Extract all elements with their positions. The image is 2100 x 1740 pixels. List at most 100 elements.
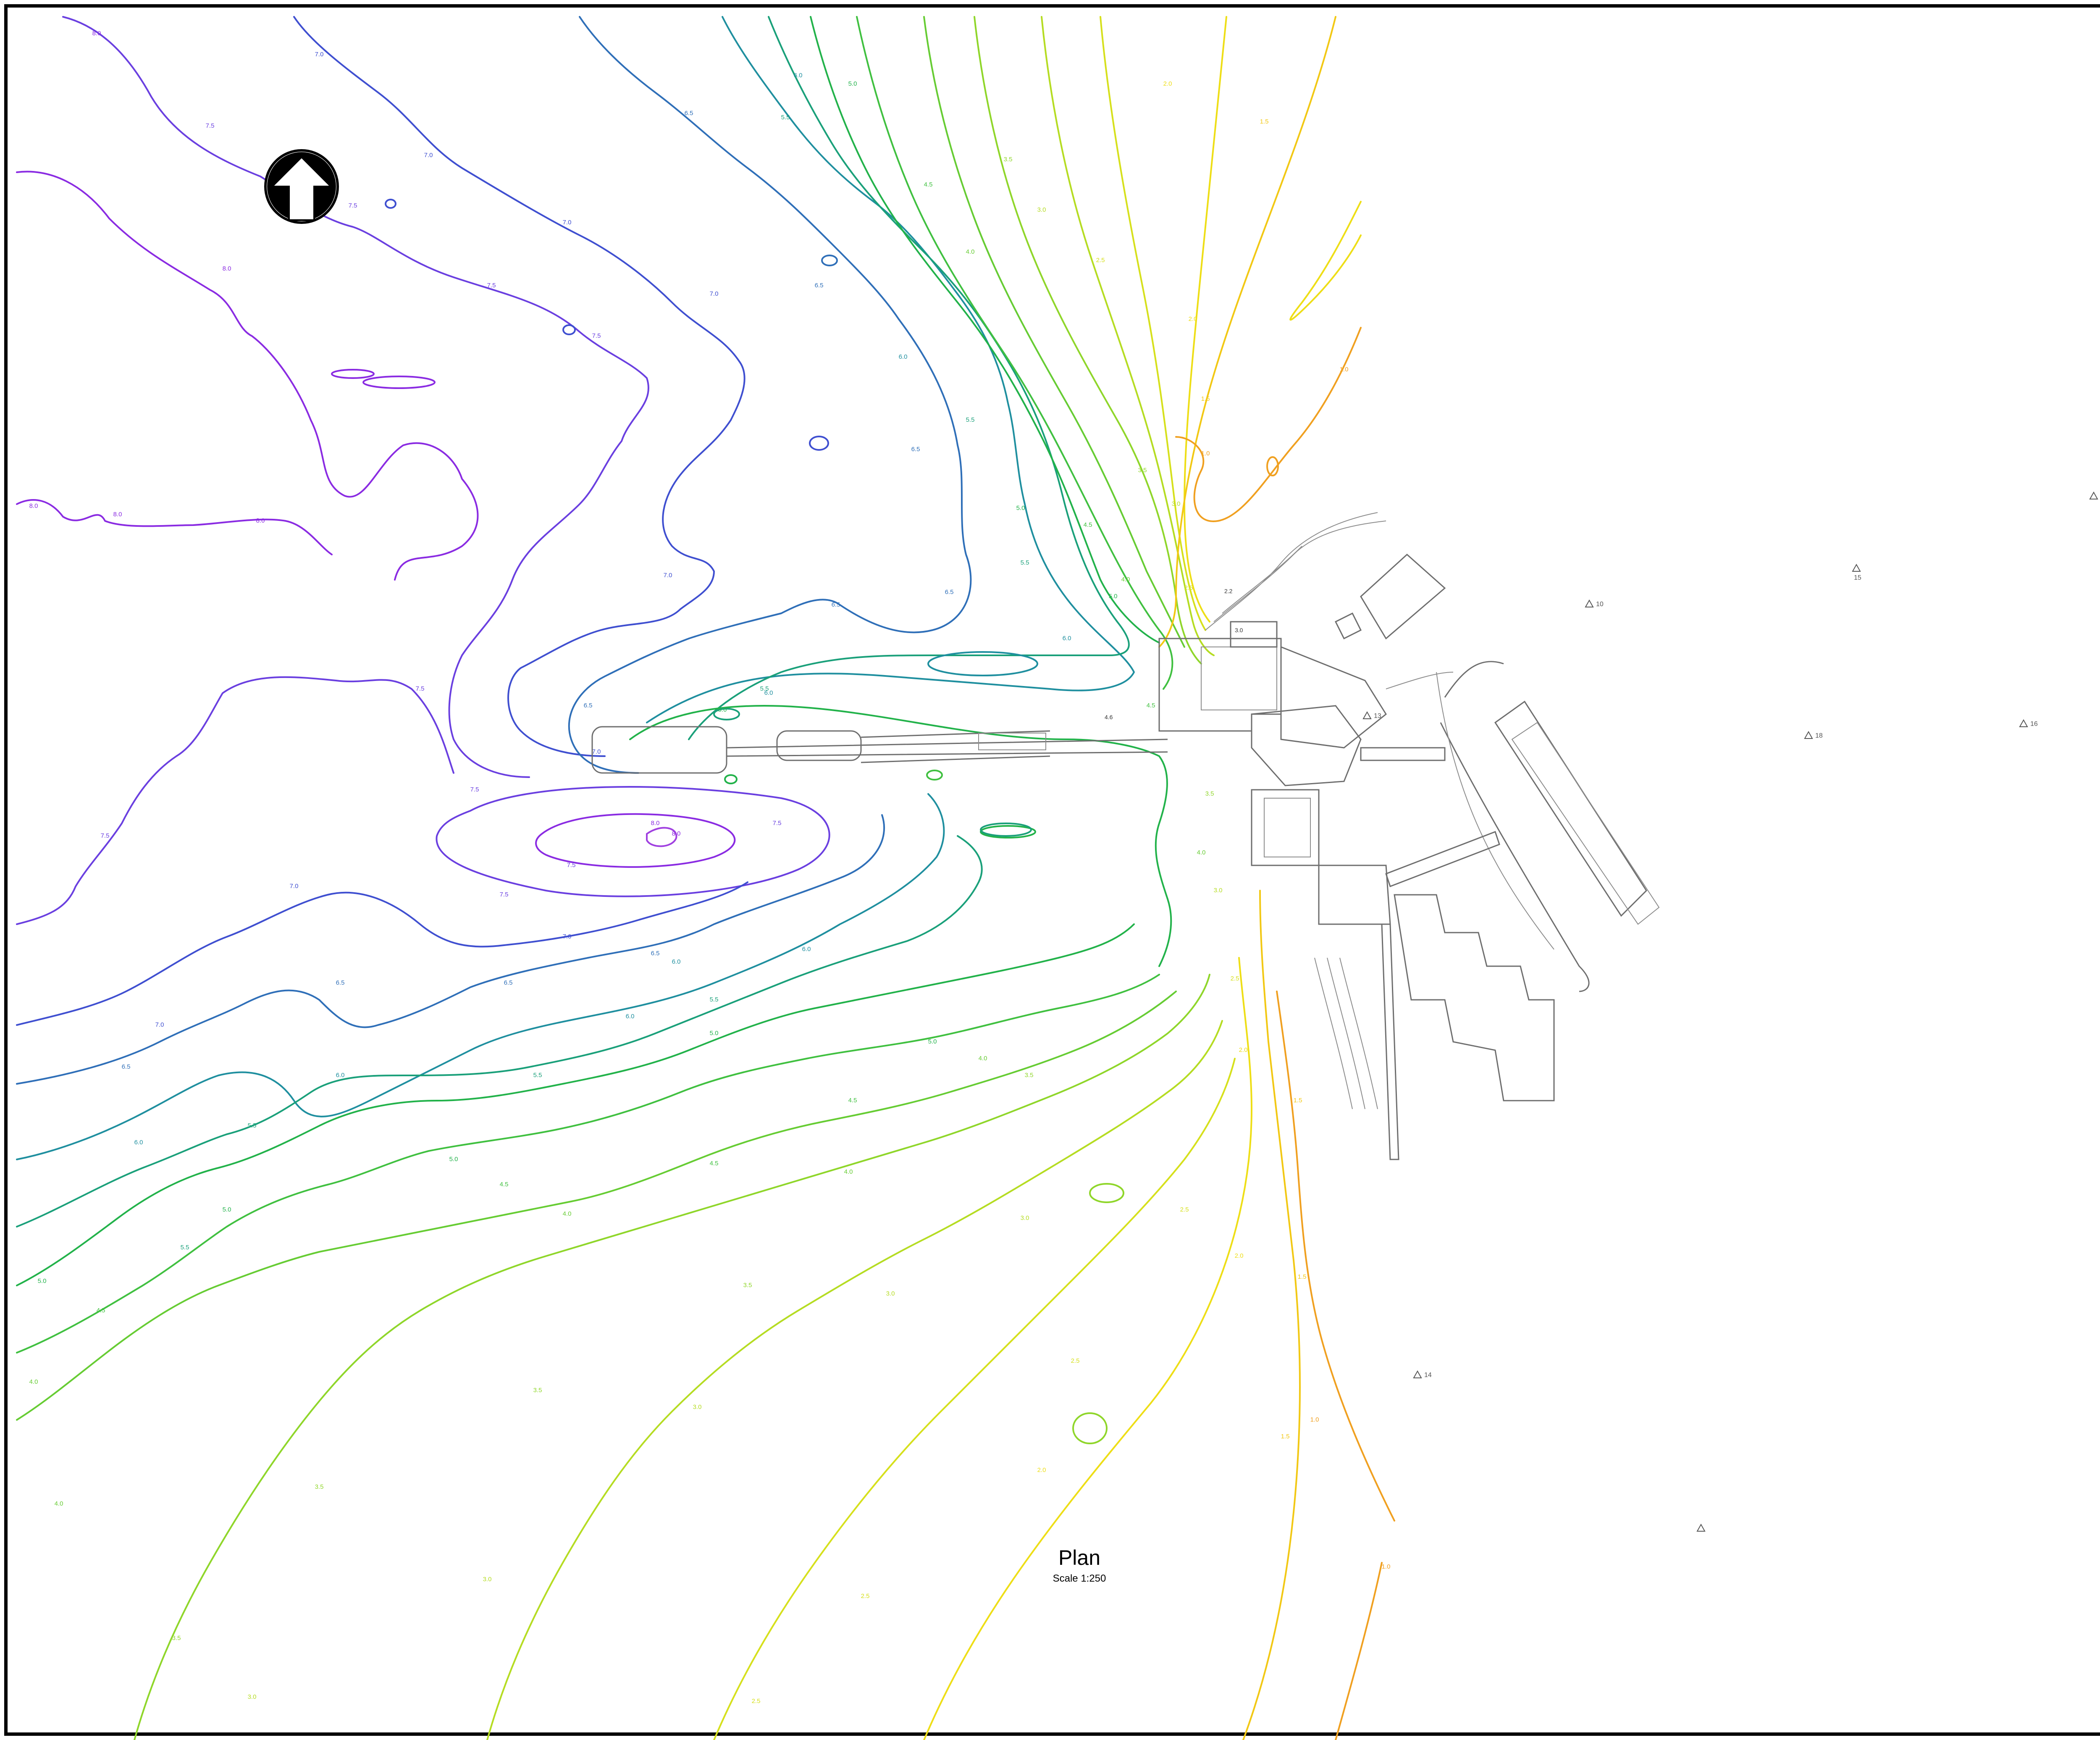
contour-label: 3.5 <box>533 1387 542 1394</box>
contour-8-0-island <box>535 813 736 868</box>
contour-label: 7.5 <box>470 786 479 793</box>
contour-label: 1.5 <box>1298 1273 1307 1280</box>
contour-closed-10 <box>1266 456 1279 476</box>
contour-closed-12 <box>821 255 838 266</box>
contour-label: 2.5 <box>1231 975 1239 982</box>
building-annex <box>1251 705 1362 786</box>
contour-label: 5.0 <box>848 80 857 87</box>
contour-closed-6 <box>980 825 1036 838</box>
contour-closed-3 <box>562 324 576 335</box>
contour-6-0-south <box>16 793 945 1160</box>
contour-label: 5.0 <box>718 706 727 713</box>
contour-label: 4.5 <box>500 1181 509 1188</box>
contour-label: 5.0 <box>1016 505 1025 512</box>
contour-label: 7.5 <box>487 282 496 289</box>
contour-label: 6.5 <box>336 979 345 986</box>
stepped-terrace <box>1394 894 1555 1101</box>
contour-label: 2.5 <box>861 1593 870 1600</box>
contour-label: 5.0 <box>449 1156 458 1163</box>
promenade <box>1386 672 1554 950</box>
contour-2-0-north <box>1184 16 1227 623</box>
contour-label: 6.0 <box>1063 635 1071 642</box>
contour-label: 6.5 <box>911 446 920 453</box>
contour-1-0-north <box>1175 327 1362 522</box>
contour-1-0-east <box>1276 991 1395 1522</box>
jetty-south <box>1381 923 1399 1160</box>
contour-label: 4.0 <box>1197 849 1206 856</box>
contour-label: 5.5 <box>533 1072 542 1079</box>
contour-label: 5.5 <box>181 1244 189 1251</box>
contour-label: 8.0 <box>223 265 231 272</box>
contour-label: 7.0 <box>315 51 324 58</box>
contour-label: 6.0 <box>764 689 773 697</box>
survey-point-marker <box>2019 719 2028 727</box>
contour-label: 7.5 <box>567 862 576 869</box>
contour-label: 2.5 <box>1180 1206 1189 1213</box>
courtyard <box>1201 647 1277 710</box>
contour-label: 7.5 <box>101 832 110 839</box>
contour-8-0-west-2 <box>16 499 333 555</box>
contour-5-5-south <box>16 835 983 1227</box>
contour-label: 2.5 <box>1071 1357 1080 1364</box>
contour-label: 6.5 <box>815 282 824 289</box>
contour-label: 7.5 <box>416 685 425 692</box>
contour-label: 7.0 <box>155 1021 164 1028</box>
contour-label: 4.5 <box>1147 702 1155 709</box>
contour-label: 3.0 <box>1021 1214 1029 1222</box>
pier-platform <box>978 733 1046 750</box>
contour-label: 3.0 <box>1172 500 1181 507</box>
contour-label: 1.0 <box>1382 1563 1391 1570</box>
contour-label: 3.5 <box>1138 467 1147 474</box>
spot-height-pier: 4.6 <box>1105 714 1113 720</box>
contour-label: 3.0 <box>1037 206 1046 213</box>
contour-label: 5.5 <box>1021 559 1029 566</box>
contour-6-5-north <box>568 16 972 774</box>
contour-label: 2.0 <box>1239 1046 1248 1054</box>
contour-label: 6.5 <box>685 110 693 117</box>
contour-label: 3.5 <box>1025 1072 1034 1079</box>
contour-label: 4.5 <box>924 181 933 188</box>
building-terrace <box>1280 646 1387 749</box>
contour-1-0-sw <box>1335 1562 1383 1740</box>
spot-height-building: 3.0 <box>1235 627 1243 633</box>
contour-label: 2.5 <box>1184 584 1193 591</box>
contour-7-0-north <box>293 16 746 757</box>
contour-label: 8.0 <box>113 511 122 518</box>
survey-point-marker <box>1362 711 1372 719</box>
contour-closed-2 <box>331 369 375 379</box>
shore-building-2 <box>1511 722 1660 925</box>
contour-closed-15 <box>980 823 1032 837</box>
contour-label: 7.5 <box>349 202 357 209</box>
pier-head-west <box>591 726 727 774</box>
survey-point-marker <box>2089 491 2098 499</box>
plan-title: Plan <box>1058 1546 1100 1569</box>
contour-5-0-north <box>810 16 1160 644</box>
contour-label: 8.0 <box>651 820 660 827</box>
contour-label: 3.5 <box>315 1483 324 1490</box>
contour-label: 7.0 <box>664 572 672 579</box>
stairs-east <box>1360 747 1446 761</box>
contour-closed-5 <box>927 651 1038 676</box>
contour-label: 6.5 <box>584 702 593 709</box>
contour-label: 4.5 <box>97 1307 105 1314</box>
contour-label: 7.5 <box>500 891 509 898</box>
contour-label: 1.0 <box>1201 450 1210 457</box>
contour-2-0-south <box>923 957 1252 1740</box>
shed <box>1334 612 1362 640</box>
contour-lines <box>16 16 1395 1740</box>
contour-label: 6.0 <box>672 958 681 965</box>
contour-labels: 8.0 8.0 8.0 8.0 8.0 8.0 8.0 7.5 7.5 7.5 7.5 7.5 7.5 7… <box>29 30 1391 1705</box>
contour-label: 6.5 <box>651 950 660 957</box>
shore-road <box>1440 661 1590 992</box>
contour-label: 7.0 <box>290 883 299 890</box>
contour-label: 4.0 <box>979 1055 987 1062</box>
survey-point-marker <box>1585 599 1594 607</box>
buildings <box>591 512 1660 1160</box>
stairs-south <box>1385 831 1500 887</box>
contour-2-5-south <box>713 1058 1236 1740</box>
contour-label: 4.0 <box>29 1378 38 1385</box>
contour-label: 1.5 <box>1294 1097 1302 1104</box>
survey-point-label: 16 <box>2030 720 2038 728</box>
contour-label: 4.5 <box>710 1160 719 1167</box>
